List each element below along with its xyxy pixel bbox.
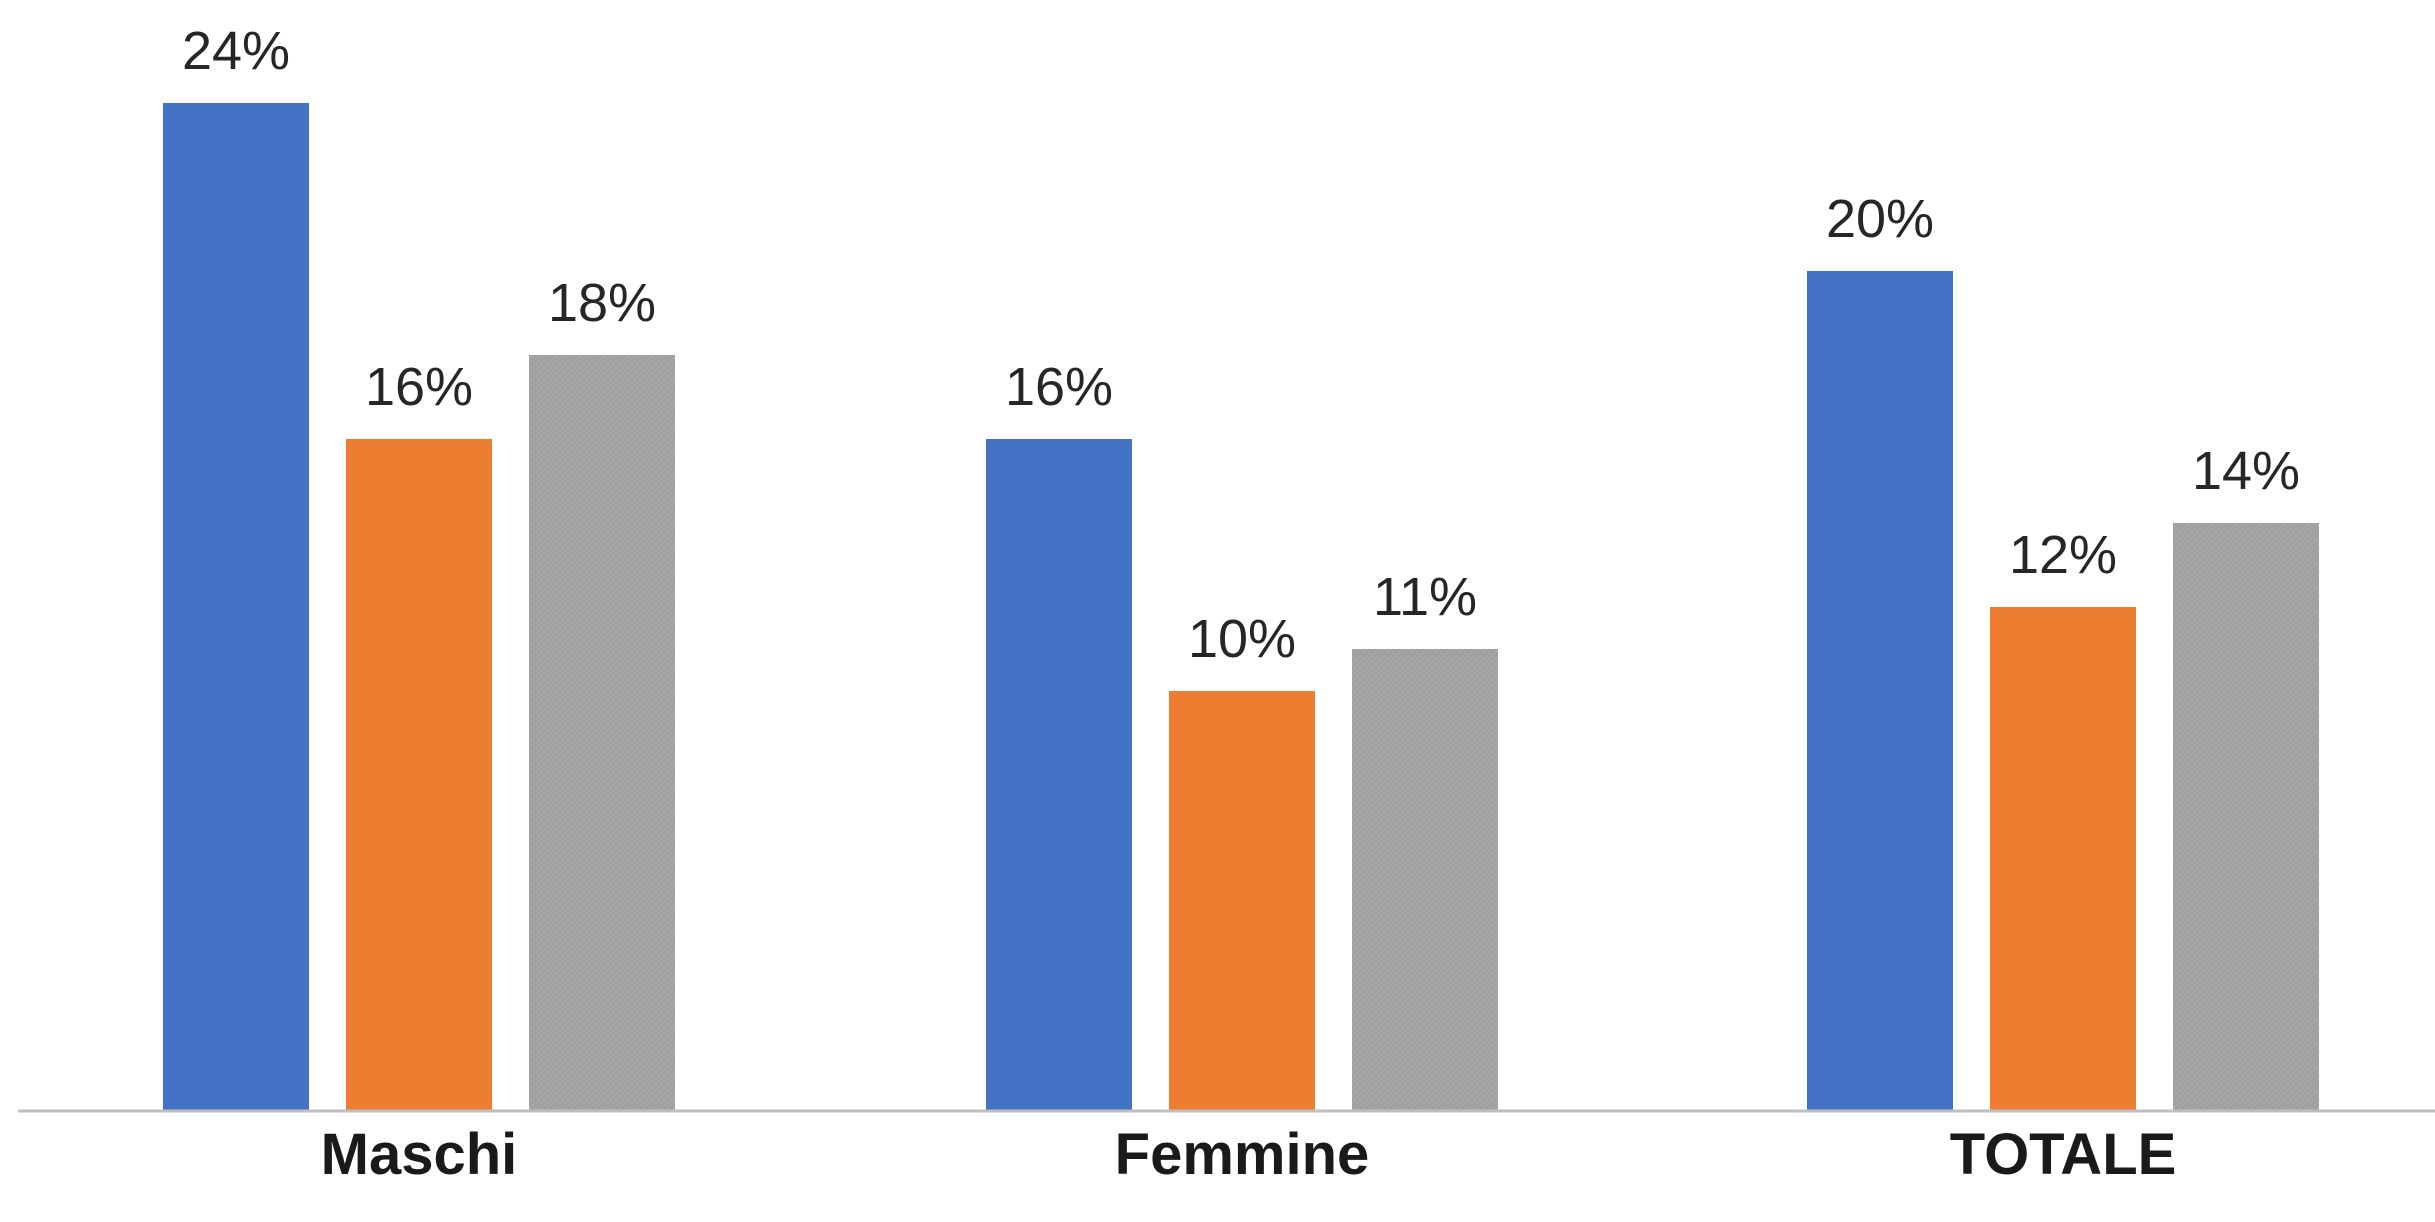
bar-maschi-orange — [346, 439, 492, 1111]
bar-totale-orange — [1990, 607, 2136, 1111]
bar-femmine-orange — [1169, 691, 1315, 1111]
bars-layer — [163, 103, 2319, 1111]
category-label-femmine: Femmine — [1115, 1122, 1370, 1187]
data-label-maschi-gray: 18% — [548, 273, 656, 333]
data-label-femmine-gray: 11% — [1373, 567, 1477, 627]
data-label-totale-gray: 14% — [2192, 441, 2300, 501]
data-label-femmine-orange: 10% — [1188, 609, 1296, 669]
data-label-maschi-blue: 24% — [182, 21, 290, 81]
data-label-totale-orange: 12% — [2009, 525, 2117, 585]
bar-totale-blue — [1807, 271, 1953, 1111]
bar-maschi-blue — [163, 103, 309, 1111]
category-labels-layer: Maschi Femmine TOTALE — [321, 1122, 2177, 1187]
data-label-maschi-orange: 16% — [365, 357, 473, 417]
bar-femmine-gray — [1352, 649, 1498, 1111]
data-label-totale-blue: 20% — [1826, 189, 1934, 249]
category-label-totale: TOTALE — [1950, 1122, 2177, 1187]
bar-totale-gray — [2173, 523, 2319, 1111]
bar-femmine-blue — [986, 439, 1132, 1111]
data-labels-layer: 24% 16% 18% 16% 10% 11% 20% 12% 14% — [182, 21, 2300, 669]
bar-maschi-gray — [529, 355, 675, 1111]
category-label-maschi: Maschi — [321, 1122, 518, 1187]
data-label-femmine-blue: 16% — [1005, 357, 1113, 417]
